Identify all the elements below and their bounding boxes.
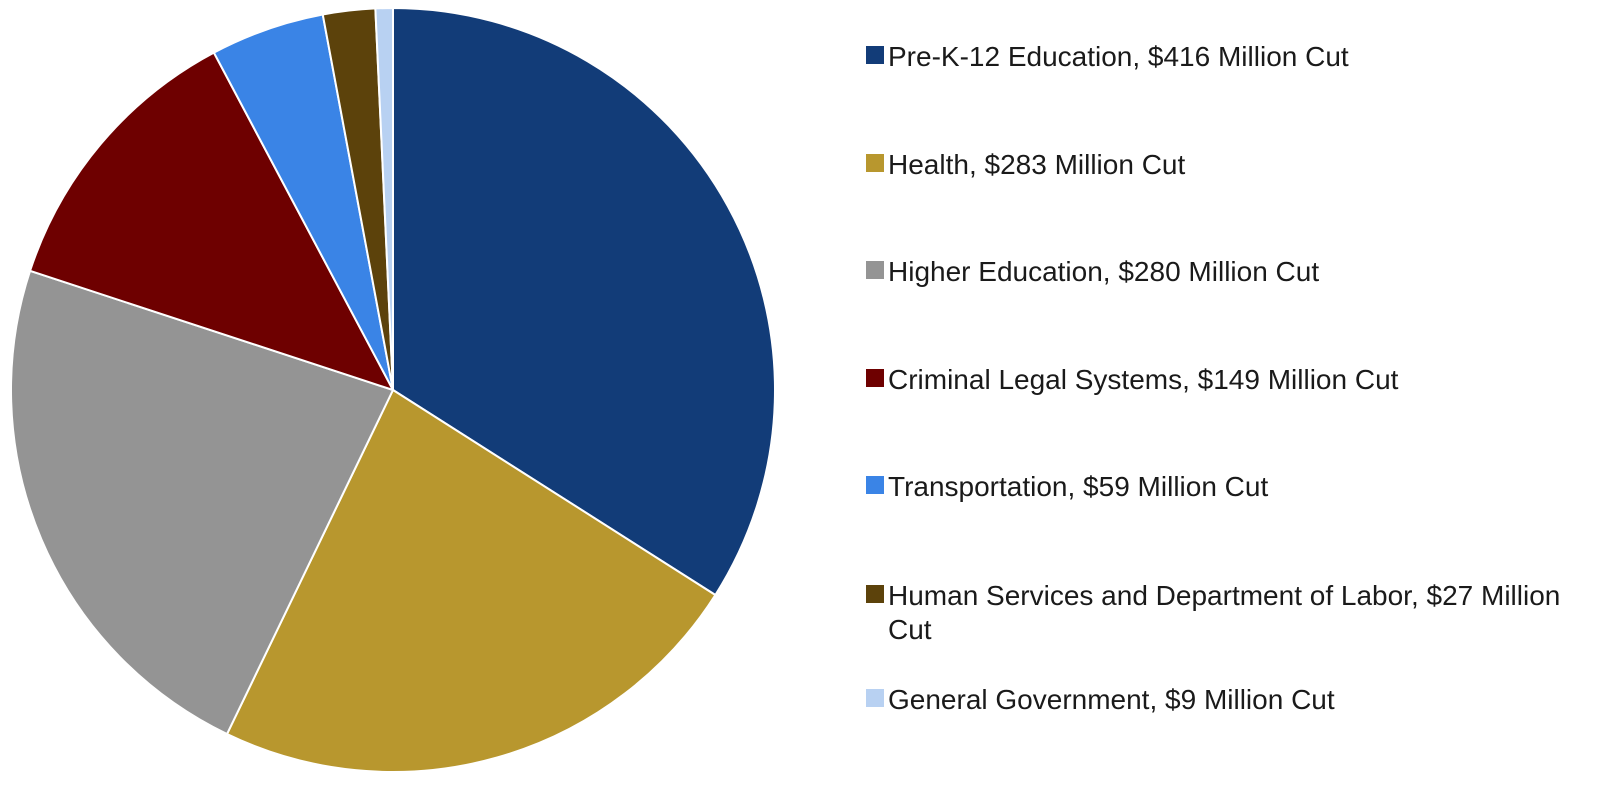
legend-swatch-transportation [866,476,884,494]
legend-item-transportation: Transportation, $59 Million Cut [866,470,1606,504]
legend-label-health: Health, $283 Million Cut [888,149,1186,180]
legend-item-human-services-and-department-of-labor: Human Services and Department of Labor, … [866,579,1606,647]
pie-slice-criminal-legal-systems [28,51,396,392]
legend-swatch-general-government [866,689,884,707]
legend-swatch-higher-education [866,261,884,279]
legend-swatch-human-services-and-department-of-labor [866,585,884,603]
legend-label-transportation: Transportation, $59 Million Cut [888,471,1269,502]
pie-slice-higher-education [10,269,395,736]
chart-legend: Pre-K-12 Education, $416 Million Cut Hea… [866,0,1606,789]
legend-item-higher-education: Higher Education, $280 Million Cut [866,255,1606,289]
legend-label-higher-education: Higher Education, $280 Million Cut [888,256,1320,287]
legend-swatch-pre-k-12-education [866,46,884,64]
legend-label-pre-k-12-education: Pre-K-12 Education, $416 Million Cut [888,41,1349,72]
legend-item-pre-k-12-education: Pre-K-12 Education, $416 Million Cut [866,40,1606,74]
pie-slice-health [225,388,717,773]
legend-item-criminal-legal-systems: Criminal Legal Systems, $149 Million Cut [866,363,1606,397]
pie-slice-general-government [374,6,394,391]
pie-slice-pre-k-12-education [392,6,776,597]
legend-label-criminal-legal-systems: Criminal Legal Systems, $149 Million Cut [888,364,1399,395]
legend-label-general-government: General Government, $9 Million Cut [888,684,1335,715]
legend-swatch-health [866,154,884,172]
legend-label-human-services-and-department-of-labor: Human Services and Department of Labor, … [888,580,1561,645]
pie-plot-area [10,6,776,773]
legend-item-general-government: General Government, $9 Million Cut [866,683,1606,717]
legend-swatch-criminal-legal-systems [866,369,884,387]
legend-item-health: Health, $283 Million Cut [866,148,1606,182]
